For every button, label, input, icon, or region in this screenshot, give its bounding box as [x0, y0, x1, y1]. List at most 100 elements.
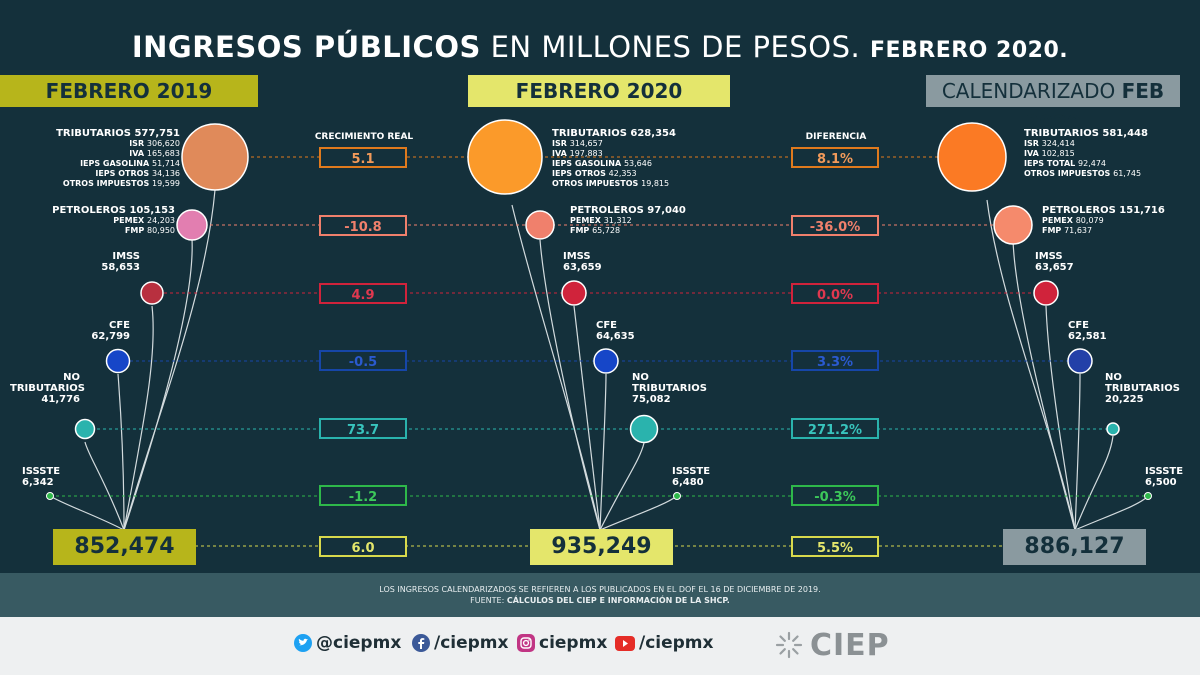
growth-imss: 4.9 — [319, 283, 407, 304]
line-cal-issste — [1074, 495, 1149, 531]
label-2019-imss: IMSS 58,653 — [101, 251, 140, 273]
bubble-2020-no-trib — [629, 414, 659, 444]
label-cal-issste: ISSSTE 6,500 — [1145, 466, 1184, 488]
label-cal-cfe: CFE 62,581 — [1068, 320, 1107, 342]
bubble-2019-issste — [46, 492, 54, 500]
footer-source: FUENTE: CÁLCULOS DEL CIEP E INFORMACIÓN … — [470, 596, 730, 605]
line-cal-no-trib — [1074, 435, 1114, 531]
line-2019-tributarios — [123, 189, 216, 531]
total-2020: 935,249 — [530, 529, 673, 565]
line-cal-cfe — [1074, 373, 1081, 531]
line-2019-issste — [49, 495, 125, 531]
diff-total: 5.5% — [791, 536, 879, 557]
footer-band — [0, 573, 1200, 617]
label-2019-no-trib: NO TRIBUTARIOS 41,776 — [10, 372, 85, 405]
facebook-handle: /ciepmx — [434, 633, 509, 653]
diff-issste: -0.3% — [791, 485, 879, 506]
line-2019-cfe — [117, 373, 125, 531]
growth-tributarios: 5.1 — [319, 147, 407, 168]
label-2019-cfe: CFE 62,799 — [91, 320, 130, 342]
instagram-link[interactable]: ciepmx — [517, 633, 607, 653]
facebook-link[interactable]: /ciepmx — [412, 633, 509, 653]
bubble-2019-imss — [140, 281, 164, 305]
header-calendarizado: CALENDARIZADO FEB 2020 — [926, 75, 1180, 135]
diff-petroleros: -36.0% — [791, 215, 879, 236]
growth-no-trib: 73.7 — [319, 418, 407, 439]
header-cal-suffix: FEB 2020 — [1025, 79, 1165, 135]
bubble-cal-imss — [1033, 280, 1059, 306]
label-2019-issste: ISSSTE 6,342 — [22, 466, 61, 488]
bubble-cal-tributarios — [937, 122, 1007, 192]
ciep-logo-icon — [774, 630, 804, 664]
bubble-2020-petroleros — [525, 210, 555, 240]
header-2020: FEBRERO 2020 — [468, 75, 730, 107]
diff-tributarios: 8.1% — [791, 147, 879, 168]
line-2020-petroleros — [539, 239, 601, 531]
footer-note: LOS INGRESOS CALENDARIZADOS SE REFIEREN … — [379, 585, 821, 594]
bubble-2019-cfe — [105, 348, 131, 374]
header-2019: FEBRERO 2019 — [0, 75, 258, 107]
bubble-2020-imss — [561, 280, 587, 306]
line-2019-petroleros — [123, 238, 193, 531]
twitter-handle: @ciepmx — [316, 633, 402, 653]
bubble-cal-no-trib — [1106, 422, 1120, 436]
twitter-link[interactable]: @ciepmx — [294, 633, 401, 653]
line-cal-petroleros — [1012, 239, 1076, 531]
bubble-cal-cfe — [1067, 348, 1093, 374]
ciep-logo-text: CIEP — [810, 628, 890, 663]
bubble-2020-tributarios — [467, 119, 543, 195]
bubble-2019-petroleros — [176, 209, 208, 241]
label-2020-petroleros: PETROLEROS 97,040 PEMEX 31,312 FMP 65,72… — [570, 205, 686, 235]
bubble-cal-petroleros — [993, 205, 1033, 245]
youtube-icon — [615, 635, 635, 651]
youtube-link[interactable]: /ciepmx — [615, 633, 714, 653]
diff-cfe: 3.3% — [791, 350, 879, 371]
bubble-2020-issste — [673, 492, 681, 500]
social-bar — [0, 617, 1200, 675]
line-2020-issste — [599, 495, 678, 531]
growth-column-header: CRECIMIENTO REAL — [314, 132, 414, 142]
diff-column-header: DIFERENCIA — [805, 132, 867, 142]
label-cal-tributarios: TRIBUTARIOS 581,448 ISR 324,414 IVA 102,… — [1024, 128, 1148, 178]
growth-issste: -1.2 — [319, 485, 407, 506]
label-2019-tributarios: TRIBUTARIOS 577,751 ISR 306,620 IVA 165,… — [56, 128, 180, 188]
growth-total: 6.0 — [319, 536, 407, 557]
line-cal-imss — [1045, 305, 1076, 531]
line-2020-tributarios — [511, 204, 601, 531]
bubble-2020-cfe — [593, 348, 619, 374]
page-title: INGRESOS PÚBLICOS EN MILLONES DE PESOS. … — [0, 30, 1200, 64]
header-cal-prefix: CALENDARIZADO — [941, 79, 1122, 103]
bubble-cal-issste — [1144, 492, 1152, 500]
growth-cfe: -0.5 — [319, 350, 407, 371]
diff-no-trib: 271.2% — [791, 418, 879, 439]
label-2019-petroleros: PETROLEROS 105,153 PEMEX 24,203 FMP 80,9… — [52, 205, 175, 235]
title-date: FEBRERO 2020. — [869, 38, 1069, 63]
youtube-handle: /ciepmx — [639, 633, 714, 653]
total-2019: 852,474 — [53, 529, 196, 565]
label-2020-no-trib: NO TRIBUTARIOS 75,082 — [632, 372, 707, 405]
title-light: EN MILLONES DE PESOS. — [480, 30, 870, 64]
line-2020-cfe — [599, 373, 607, 531]
label-2020-issste: ISSSTE 6,480 — [672, 466, 711, 488]
line-2020-no-trib — [599, 442, 645, 531]
facebook-icon — [412, 634, 430, 652]
label-2020-imss: IMSS 63,659 — [563, 251, 602, 273]
line-2019-no-trib — [84, 441, 125, 531]
diff-imss: 0.0% — [791, 283, 879, 304]
bubble-2019-tributarios — [181, 123, 249, 191]
twitter-icon — [294, 634, 312, 652]
label-cal-imss: IMSS 63,657 — [1035, 251, 1074, 273]
instagram-handle: ciepmx — [539, 633, 608, 653]
label-cal-petroleros: PETROLEROS 151,716 PEMEX 80,079 FMP 71,6… — [1042, 205, 1165, 235]
label-cal-no-trib: NO TRIBUTARIOS 20,225 — [1105, 372, 1180, 405]
total-calendarizado: 886,127 — [1003, 529, 1146, 565]
label-2020-cfe: CFE 64,635 — [596, 320, 635, 342]
instagram-icon — [517, 634, 535, 652]
line-2020-imss — [573, 305, 601, 531]
label-2020-tributarios: TRIBUTARIOS 628,354 ISR 314,657 IVA 197,… — [552, 128, 676, 188]
title-bold: INGRESOS PÚBLICOS — [131, 30, 481, 64]
line-2019-imss — [123, 305, 154, 531]
growth-petroleros: -10.8 — [319, 215, 407, 236]
bubble-2019-no-trib — [74, 418, 96, 440]
